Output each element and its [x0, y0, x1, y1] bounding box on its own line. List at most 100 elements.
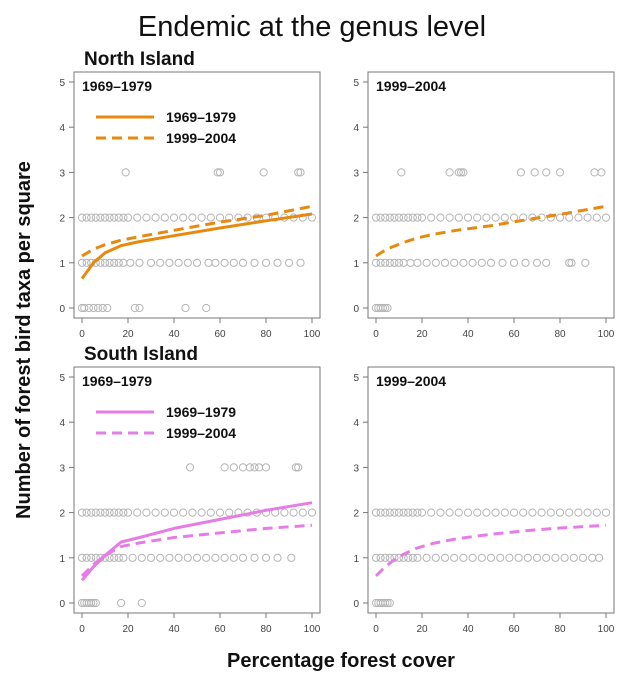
x-axis-label: Percentage forest cover: [227, 650, 455, 672]
x-tick-label: 40: [168, 624, 180, 635]
data-point: [431, 553, 440, 562]
data-point: [280, 508, 289, 517]
data-point: [215, 213, 225, 222]
data-point: [114, 508, 123, 517]
data-point: [459, 168, 468, 177]
data-point: [287, 553, 296, 562]
data-point: [220, 553, 229, 562]
data-point: [404, 508, 413, 517]
data-point: [89, 598, 98, 608]
period-label: 1999–2004: [376, 78, 446, 94]
data-point: [574, 213, 583, 222]
data-point: [390, 258, 399, 267]
data-point: [87, 553, 96, 562]
data-point: [197, 213, 206, 222]
data-point: [179, 213, 188, 222]
x-tick-label: 80: [260, 624, 272, 635]
data-point: [486, 258, 496, 267]
data-point: [91, 213, 100, 222]
data-point: [413, 508, 422, 517]
data-point: [94, 303, 103, 313]
data-point: [385, 598, 394, 608]
legend-label: 1999–2004: [166, 130, 236, 146]
data-point: [229, 463, 238, 472]
data-point: [135, 303, 144, 313]
data-point: [385, 213, 394, 222]
data-point: [123, 213, 133, 222]
data-point: [82, 213, 91, 222]
data-point: [119, 553, 128, 562]
data-point: [197, 508, 206, 517]
data-point: [206, 508, 215, 517]
data-point: [551, 553, 560, 562]
data-point: [119, 508, 128, 517]
data-point: [371, 213, 381, 222]
plot-frame: [367, 71, 615, 319]
data-point: [592, 508, 601, 517]
x-tick-label: 60: [508, 329, 520, 340]
x-tick-label: 20: [416, 329, 428, 340]
y-axis-label: Number of forest bird taxa per square: [13, 161, 35, 519]
data-point: [381, 213, 390, 222]
data-point: [165, 258, 174, 267]
x-tick-label: 100: [598, 329, 615, 340]
data-point: [250, 463, 259, 472]
data-point: [156, 553, 165, 562]
data-point: [202, 553, 211, 562]
data-point: [169, 508, 179, 517]
data-point: [82, 258, 91, 267]
y-tick-label: 2: [59, 509, 65, 520]
data-point: [135, 258, 144, 267]
data-point: [383, 598, 392, 608]
data-point: [555, 168, 565, 177]
data-point: [273, 258, 282, 267]
data-point: [298, 508, 307, 517]
data-point: [590, 168, 599, 177]
data-point: [454, 168, 463, 177]
data-point: [84, 303, 94, 313]
data-point: [406, 258, 415, 267]
data-point: [376, 258, 385, 267]
panel-1: North Island 0 1 2 3 4 5 0 20 40 60 80 100 1969–1979 1…: [59, 49, 320, 340]
data-point: [422, 258, 431, 267]
x-tick-label: 80: [554, 624, 566, 635]
data-point: [408, 553, 417, 562]
y-tick-label: 0: [353, 304, 359, 315]
data-point: [532, 553, 542, 562]
data-point: [436, 508, 445, 517]
data-point: [581, 258, 590, 267]
data-point: [514, 553, 523, 562]
data-point: [408, 213, 417, 222]
data-point: [376, 553, 385, 562]
data-point: [119, 213, 128, 222]
x-tick-label: 20: [416, 624, 428, 635]
data-point: [289, 508, 298, 517]
data-point: [381, 553, 390, 562]
y-tick-label: 1: [353, 554, 359, 565]
data-point: [371, 553, 381, 562]
data-point: [146, 553, 156, 562]
data-point: [121, 168, 130, 177]
data-point: [87, 598, 96, 608]
data-point: [273, 553, 282, 562]
data-point: [255, 463, 264, 472]
data-point: [160, 508, 169, 517]
x-tick-label: 20: [122, 329, 134, 340]
data-point: [394, 553, 404, 562]
y-tick-label: 0: [59, 304, 65, 315]
data-point: [383, 303, 392, 313]
island-label: South Island: [84, 344, 198, 365]
data-point: [119, 258, 128, 267]
x-tick-label: 0: [373, 624, 379, 635]
data-point: [192, 258, 202, 267]
period-label: 1969–1979: [82, 373, 152, 389]
data-point: [530, 168, 539, 177]
data-point: [91, 508, 100, 517]
y-tick-label: 1: [59, 259, 65, 270]
data-point: [468, 553, 477, 562]
data-point: [103, 303, 112, 313]
data-point: [413, 553, 422, 562]
data-point: [202, 303, 211, 313]
data-point: [381, 598, 390, 608]
